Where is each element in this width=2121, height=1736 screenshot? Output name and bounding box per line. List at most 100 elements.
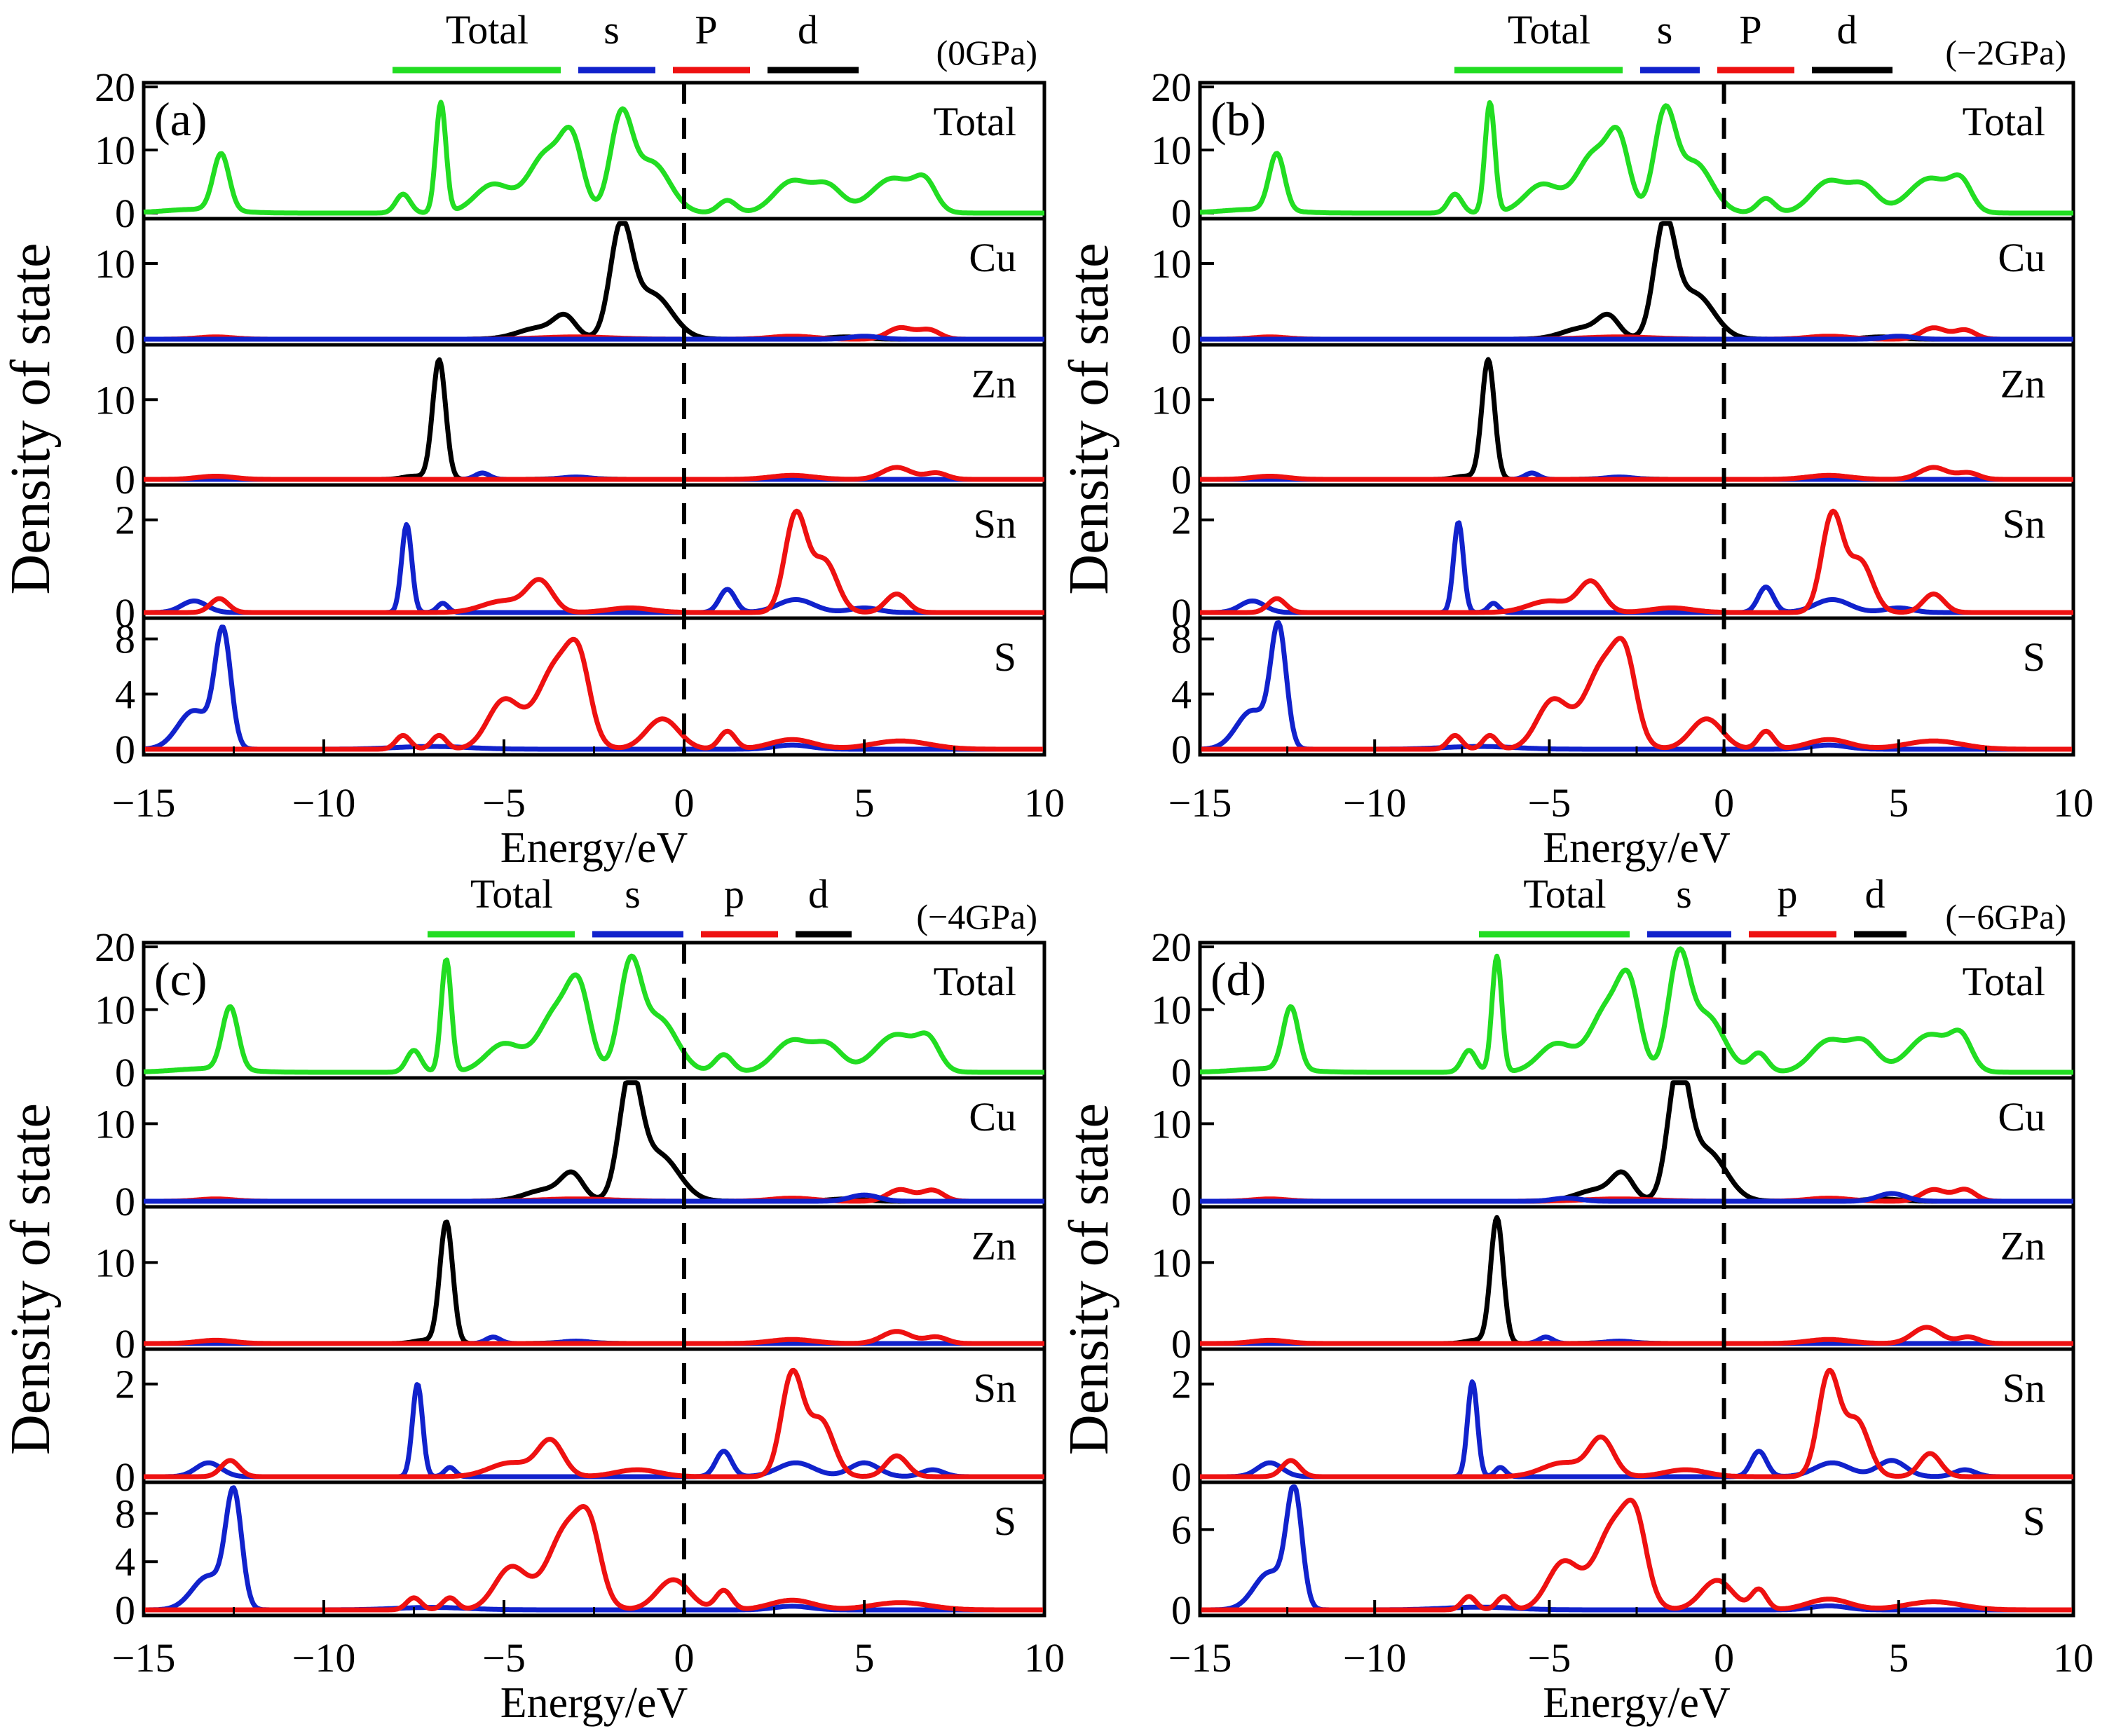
element-label: Cu: [969, 1094, 1016, 1140]
y-tick-label: 10: [95, 128, 135, 173]
subplot-total: 0 10 20 Total: [1151, 64, 2075, 236]
x-tick-label: −15: [112, 1635, 176, 1681]
y-tick-label: 8: [115, 1491, 135, 1536]
y-tick-label: 0: [115, 1321, 135, 1367]
panel-label: (b): [1210, 93, 1266, 146]
y-tick-label: 6: [1171, 1507, 1192, 1552]
element-label: Sn: [2003, 501, 2045, 547]
y-tick-label: 0: [115, 317, 135, 362]
dos-curve-d: [142, 357, 1046, 482]
legend-label-d: d: [1865, 871, 1885, 917]
dos-curve-p: [1199, 1325, 2075, 1346]
subplot-sn: 0 2 Sn: [115, 1347, 1046, 1500]
y-tick-label: 0: [115, 590, 135, 636]
x-tick-label: −5: [1528, 780, 1571, 826]
dos-curve-p: [1199, 465, 2075, 482]
x-tick-label: 5: [1888, 1635, 1909, 1681]
y-axis-title: Density of state: [1058, 1103, 1120, 1455]
element-label: Zn: [2000, 1223, 2045, 1269]
dos-curve-s: [142, 334, 1046, 342]
dos-curve-d: [142, 1080, 1046, 1204]
legend-label-total: Total: [1523, 871, 1606, 917]
subplot-frame: [1198, 81, 2075, 221]
y-axis-title: Density of state: [0, 242, 62, 594]
element-label: Cu: [1998, 235, 2045, 280]
subplot-sn: 0 2 Sn: [1171, 483, 2075, 636]
legend-label-s: s: [625, 871, 641, 917]
subplot-frame: [142, 217, 1046, 347]
x-tick-label: −5: [482, 780, 526, 826]
y-tick-label: 0: [115, 1050, 135, 1095]
x-tick-label: 5: [854, 1635, 875, 1681]
subplot-cu: 0 10 Cu: [1151, 1076, 2075, 1224]
dos-curve-d: [142, 221, 1046, 342]
x-tick-label: −5: [1528, 1635, 1571, 1681]
dos-curve-s: [1199, 1191, 2075, 1204]
element-label: Sn: [2003, 1365, 2045, 1411]
y-axis-title: Density of state: [0, 1103, 62, 1455]
y-tick-label: 10: [95, 1101, 135, 1147]
x-tick-label: 10: [1024, 780, 1065, 826]
subplot-frame: [1198, 1205, 2075, 1351]
x-tick-label: 10: [2053, 1635, 2094, 1681]
x-tick-label: −10: [1343, 780, 1407, 826]
subplot-zn: 0 10 Zn: [95, 343, 1046, 503]
y-tick-label: 0: [115, 727, 135, 772]
y-tick-label: 4: [1171, 671, 1192, 717]
y-tick-label: 10: [1151, 241, 1192, 287]
legend-label-s: s: [603, 7, 620, 53]
subplot-frame: [142, 1205, 1046, 1351]
y-tick-label: 0: [1171, 1454, 1192, 1500]
subplot-frame: [142, 1347, 1046, 1484]
dos-curve-s: [142, 522, 1046, 615]
subplot-s: 0 4 8 S: [115, 616, 1046, 772]
legend-label-total: Total: [470, 871, 553, 917]
subplot-cu: 0 10 Cu: [95, 217, 1046, 362]
subplot-zn: 0 10 Zn: [95, 1205, 1046, 1367]
subplot-sn: 0 2 Sn: [1171, 1347, 2075, 1500]
subplot-frame: [142, 343, 1046, 487]
dos-curve-p: [142, 1367, 1046, 1479]
x-tick-label: −5: [482, 1635, 526, 1681]
x-tick-label: 0: [1714, 1635, 1734, 1681]
legend-label-total: Total: [446, 7, 528, 53]
y-tick-label: 10: [1151, 987, 1192, 1033]
dos-curve-s: [142, 1485, 1046, 1613]
pressure-label: (−4GPa): [916, 897, 1037, 936]
y-tick-label: 0: [1171, 191, 1192, 236]
subplot-s: 0 4 8 S: [1171, 616, 2075, 772]
subplot-frame: [1198, 343, 2075, 487]
dos-curve-total: [1199, 946, 2075, 1075]
dos-curve-d: [142, 1219, 1046, 1346]
dos-curve-p: [142, 508, 1046, 615]
x-tick-label: −15: [1168, 1635, 1232, 1681]
x-axis-title: Energy/eV: [1543, 1679, 1731, 1727]
y-tick-label: 2: [1171, 1362, 1192, 1407]
dos-curve-d: [1199, 1080, 2075, 1204]
x-tick-label: −15: [1168, 780, 1232, 826]
subplot-frame: [1198, 1480, 2075, 1618]
x-tick-label: 10: [1024, 1635, 1065, 1681]
element-label: S: [994, 634, 1016, 680]
subplot-total: 0 10 20 Total: [95, 924, 1046, 1095]
x-tick-label: −10: [292, 780, 356, 826]
y-tick-label: 0: [115, 1179, 135, 1224]
element-label: Total: [934, 99, 1016, 144]
y-tick-label: 8: [115, 617, 135, 662]
y-tick-label: 20: [95, 924, 135, 970]
panel-label: (a): [154, 93, 207, 146]
y-tick-label: 10: [95, 1240, 135, 1285]
legend-label-d: d: [808, 871, 828, 917]
pressure-label: (−6GPa): [1945, 897, 2066, 936]
y-tick-label: 0: [115, 457, 135, 503]
y-tick-label: 2: [115, 1362, 135, 1407]
x-tick-label: 5: [854, 780, 875, 826]
x-axis-title: Energy/eV: [500, 1679, 688, 1727]
dos-curve-total: [142, 100, 1046, 216]
x-tick-label: 0: [1714, 780, 1734, 826]
y-tick-label: 10: [1151, 1101, 1192, 1147]
